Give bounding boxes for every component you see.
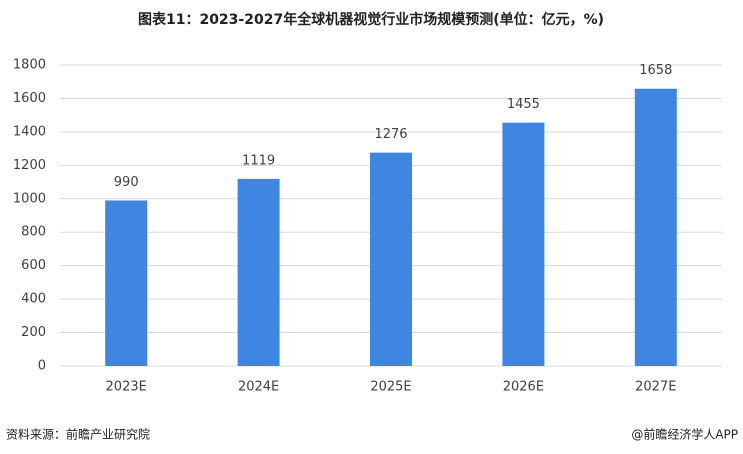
bar (502, 122, 545, 366)
x-tick-label: 2024E (238, 380, 279, 395)
chart-title: 图表11：2023-2027年全球机器视觉行业市场规模预测(单位：亿元，%) (138, 11, 604, 28)
bar (634, 88, 677, 367)
x-tick-label: 2027E (635, 380, 676, 395)
data-label: 1658 (639, 63, 672, 78)
y-tick-label: 1400 (13, 124, 46, 139)
y-tick-label: 1000 (13, 191, 46, 206)
y-tick-label: 1800 (13, 58, 46, 73)
source: 资料来源：前瞻产业研究院 (6, 427, 150, 442)
y-tick-label: 400 (21, 292, 46, 307)
data-label: 990 (114, 175, 139, 190)
x-tick-label: 2025E (370, 380, 411, 395)
bar (370, 152, 412, 366)
y-tick-label: 200 (21, 325, 46, 340)
y-tick-label: 600 (21, 258, 46, 273)
y-tick-label: 1200 (13, 158, 46, 173)
data-label: 1119 (242, 153, 275, 168)
data-label: 1455 (507, 97, 540, 112)
y-tick-label: 1600 (13, 91, 46, 106)
bar (237, 178, 280, 366)
data-label: 1276 (374, 127, 407, 142)
y-tick-label: 800 (21, 225, 46, 240)
x-tick-label: 2026E (503, 380, 544, 395)
bar (105, 200, 148, 366)
credit: @前瞻经济学人APP (631, 427, 738, 442)
x-tick-label: 2023E (106, 380, 147, 395)
y-tick-label: 0 (38, 359, 46, 374)
